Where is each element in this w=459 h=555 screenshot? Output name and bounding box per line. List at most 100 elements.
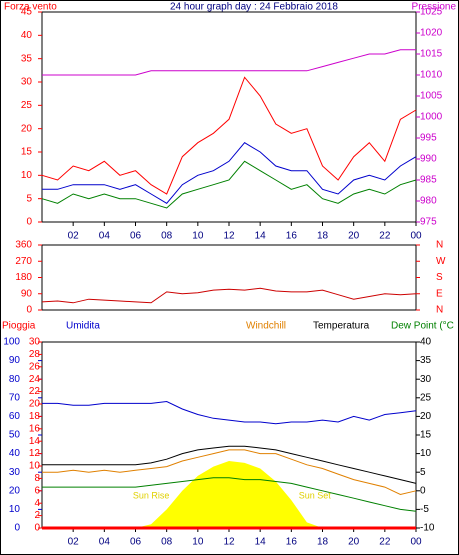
x-tick-label: 08 (161, 537, 173, 548)
x-tick-label: 00 (410, 537, 422, 548)
y2-tick-label: 975 (420, 217, 437, 228)
x-tick-label: 00 (410, 231, 422, 242)
y2-tick-label: 1000 (420, 112, 443, 123)
y-tick-label: 15 (21, 147, 33, 158)
x-tick-label: 20 (348, 231, 360, 242)
y-tick-label: 30 (21, 77, 33, 88)
series-line (42, 49, 416, 76)
y-tick-label: 30 (9, 467, 21, 478)
y-tick-label: 0 (26, 305, 32, 316)
y3-tick-label: 6 (34, 485, 40, 496)
y3-tick-label: 20 (29, 399, 41, 410)
y2-tick-label: 10 (420, 448, 432, 459)
y2-tick-label: S (436, 272, 443, 283)
x-tick-label: 16 (286, 231, 298, 242)
y2-tick-label: E (436, 288, 443, 299)
x-tick-label: 06 (130, 231, 142, 242)
y2-tick-label: -10 (420, 523, 435, 534)
y2-tick-label: 990 (420, 154, 437, 165)
series-line (42, 142, 417, 204)
wind-label: Forza vento (4, 2, 57, 13)
y3-tick-label: 0 (34, 523, 40, 534)
series-line (42, 400, 417, 425)
y-tick-label: 45 (21, 7, 33, 18)
x-tick-label: 04 (99, 231, 111, 242)
y2-tick-label: 30 (420, 374, 432, 385)
y3-tick-label: 12 (29, 448, 41, 459)
y2-tick-label: W (436, 256, 446, 267)
x-tick-label: 20 (348, 537, 360, 548)
y2-tick-label: N (436, 305, 443, 316)
legend-temperature: Temperatura (313, 321, 370, 332)
x-tick-label: 02 (68, 537, 80, 548)
y-tick-label: 270 (15, 256, 32, 267)
legend-windchill: Windchill (246, 321, 286, 332)
y-tick-label: 10 (21, 170, 33, 181)
series-line (42, 477, 417, 512)
x-tick-label: 12 (223, 537, 235, 548)
y2-tick-label: 40 (420, 337, 432, 348)
x-tick-label: 22 (379, 231, 391, 242)
x-tick-label: 06 (130, 537, 142, 548)
y2-tick-label: 5 (420, 467, 426, 478)
legend-rain: Pioggia (2, 321, 36, 332)
x-tick-label: 10 (192, 231, 204, 242)
legend-humidity: Umidita (66, 321, 100, 332)
x-tick-label: 12 (223, 231, 235, 242)
x-tick-label: 14 (255, 231, 267, 242)
legend-dewpoint: Dew Point (°C (391, 321, 454, 332)
y3-tick-label: 2 (34, 510, 40, 521)
y-tick-label: 60 (9, 411, 21, 422)
area (42, 461, 416, 528)
y-tick-label: 180 (15, 272, 32, 283)
y-tick-label: 0 (26, 217, 32, 228)
y3-tick-label: 22 (29, 386, 41, 397)
y2-tick-label: 1025 (420, 7, 443, 18)
x-tick-label: 22 (379, 537, 391, 548)
annotation: Sun Rise (133, 490, 170, 500)
y-tick-label: 50 (9, 430, 21, 441)
y-tick-label: 100 (3, 337, 20, 348)
y3-tick-label: 4 (34, 498, 40, 509)
y-tick-label: 90 (9, 355, 21, 366)
y-tick-label: 20 (9, 485, 21, 496)
x-tick-label: 04 (99, 537, 111, 548)
series-line (41, 76, 417, 195)
y-tick-label: 40 (9, 448, 21, 459)
y-tick-label: 70 (9, 392, 21, 403)
y2-tick-label: 1020 (420, 28, 443, 39)
y2-tick-label: 20 (420, 411, 432, 422)
series-line (42, 449, 417, 496)
pressure-label: Pressione (412, 2, 457, 13)
chart-title: 24 hour graph day : 24 Febbraio 2018 (170, 2, 338, 13)
annotation: Sun Set (299, 490, 332, 500)
y-tick-label: 25 (21, 100, 33, 111)
y2-tick-label: N (436, 240, 443, 251)
y-tick-label: 35 (21, 53, 33, 64)
y2-tick-label: 1010 (420, 70, 443, 81)
x-tick-label: 10 (192, 537, 204, 548)
y-tick-label: 360 (15, 240, 32, 251)
y2-tick-label: 995 (420, 133, 437, 144)
y-tick-label: 80 (9, 374, 21, 385)
y3-tick-label: 16 (29, 423, 41, 434)
x-tick-label: 02 (68, 231, 80, 242)
series-line (42, 445, 417, 484)
y3-tick-label: 24 (29, 374, 41, 385)
y3-tick-label: 10 (29, 461, 41, 472)
y2-tick-label: 985 (420, 175, 437, 186)
y3-tick-label: 28 (29, 349, 41, 360)
y3-tick-label: 8 (34, 473, 40, 484)
y-tick-label: 5 (26, 193, 32, 204)
x-tick-label: 18 (317, 231, 329, 242)
y2-tick-label: 980 (420, 196, 437, 207)
series-line (41, 160, 417, 209)
y3-tick-label: 30 (29, 337, 41, 348)
y2-tick-label: 1005 (420, 91, 443, 102)
x-tick-label: 08 (161, 231, 173, 242)
y3-tick-label: 18 (29, 411, 41, 422)
y-tick-label: 90 (21, 288, 33, 299)
y-tick-label: 10 (9, 504, 21, 515)
y2-tick-label: 15 (420, 430, 432, 441)
